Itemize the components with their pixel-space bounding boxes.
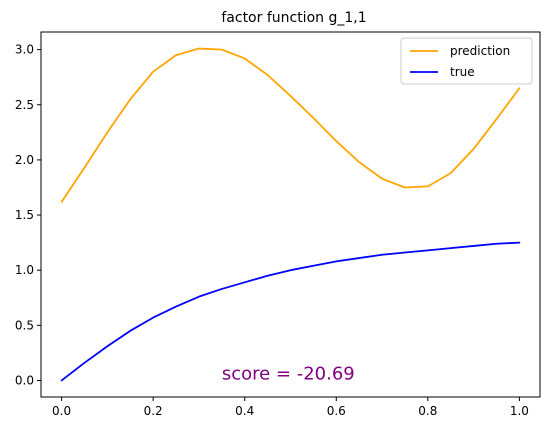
x-tick-label: 0.0: [52, 404, 71, 418]
x-tick-label: 1.0: [510, 404, 529, 418]
legend-label-prediction: prediction: [450, 44, 510, 58]
x-tick-label: 0.2: [144, 404, 163, 418]
y-tick-label: 0.5: [15, 318, 34, 332]
legend-label-true: true: [450, 65, 475, 79]
score-annotation: score = -20.69: [222, 363, 355, 384]
legend: prediction true: [400, 37, 533, 85]
y-tick-label: 2.0: [15, 153, 34, 167]
y-tick-label: 1.5: [15, 208, 34, 222]
x-tick-label: 0.4: [235, 404, 254, 418]
y-tick-label: 0.0: [15, 373, 34, 387]
x-tick-label: 0.8: [418, 404, 437, 418]
chart-title: factor function g_1,1: [221, 10, 366, 26]
x-axis: 0.0 0.2 0.4 0.6 0.8 1.0: [52, 397, 529, 418]
y-tick-label: 3.0: [15, 43, 34, 57]
x-tick-label: 0.6: [327, 404, 346, 418]
series-line-prediction: [60, 47, 521, 203]
y-tick-label: 2.5: [15, 98, 34, 112]
series-line-true: [60, 241, 521, 382]
y-tick-label: 1.0: [15, 263, 34, 277]
y-axis: 0.0 0.5 1.0 1.5 2.0 2.5 3.0: [15, 43, 41, 387]
plot-frame: [40, 31, 541, 398]
series-layer: [60, 47, 521, 382]
